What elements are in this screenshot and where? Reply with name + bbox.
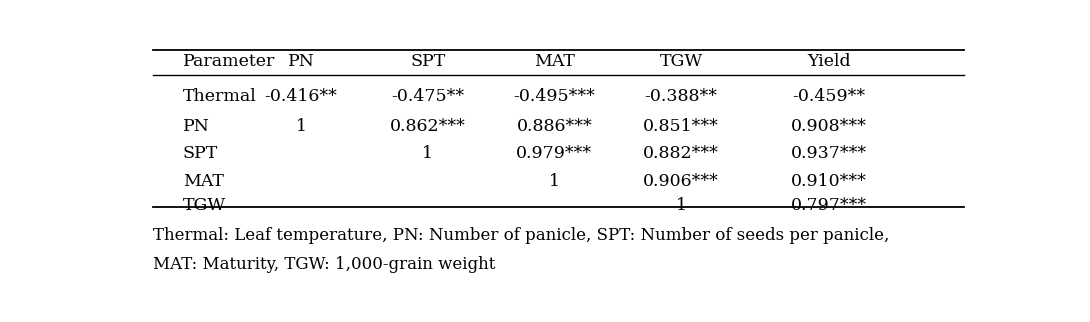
Text: -0.388**: -0.388** xyxy=(644,89,717,105)
Text: MAT: MAT xyxy=(534,53,574,70)
Text: SPT: SPT xyxy=(410,53,446,70)
Text: 0.797***: 0.797*** xyxy=(791,197,867,214)
Text: 0.979***: 0.979*** xyxy=(517,146,593,162)
Text: 1: 1 xyxy=(549,173,560,190)
Text: PN: PN xyxy=(288,53,314,70)
Text: -0.459**: -0.459** xyxy=(792,89,865,105)
Text: -0.416**: -0.416** xyxy=(265,89,338,105)
Text: MAT: Maturity, TGW: 1,000-grain weight: MAT: Maturity, TGW: 1,000-grain weight xyxy=(153,256,496,273)
Text: 1: 1 xyxy=(676,197,687,214)
Text: 0.882***: 0.882*** xyxy=(643,146,719,162)
Text: 0.908***: 0.908*** xyxy=(791,118,867,135)
Text: TGW: TGW xyxy=(183,197,226,214)
Text: PN: PN xyxy=(183,118,209,135)
Text: 0.851***: 0.851*** xyxy=(643,118,719,135)
Text: MAT: MAT xyxy=(183,173,223,190)
Text: -0.495***: -0.495*** xyxy=(513,89,595,105)
Text: 0.886***: 0.886*** xyxy=(517,118,592,135)
Text: 1: 1 xyxy=(422,146,433,162)
Text: 1: 1 xyxy=(295,118,306,135)
Text: Thermal: Thermal xyxy=(183,89,256,105)
Text: -0.475**: -0.475** xyxy=(391,89,464,105)
Text: TGW: TGW xyxy=(659,53,703,70)
Text: 0.910***: 0.910*** xyxy=(791,173,867,190)
Text: SPT: SPT xyxy=(183,146,218,162)
Text: Yield: Yield xyxy=(807,53,851,70)
Text: Thermal: Leaf temperature, PN: Number of panicle, SPT: Number of seeds per panic: Thermal: Leaf temperature, PN: Number of… xyxy=(153,227,889,244)
Text: Parameter: Parameter xyxy=(183,53,275,70)
Text: 0.862***: 0.862*** xyxy=(390,118,465,135)
Text: 0.937***: 0.937*** xyxy=(791,146,867,162)
Text: 0.906***: 0.906*** xyxy=(643,173,719,190)
